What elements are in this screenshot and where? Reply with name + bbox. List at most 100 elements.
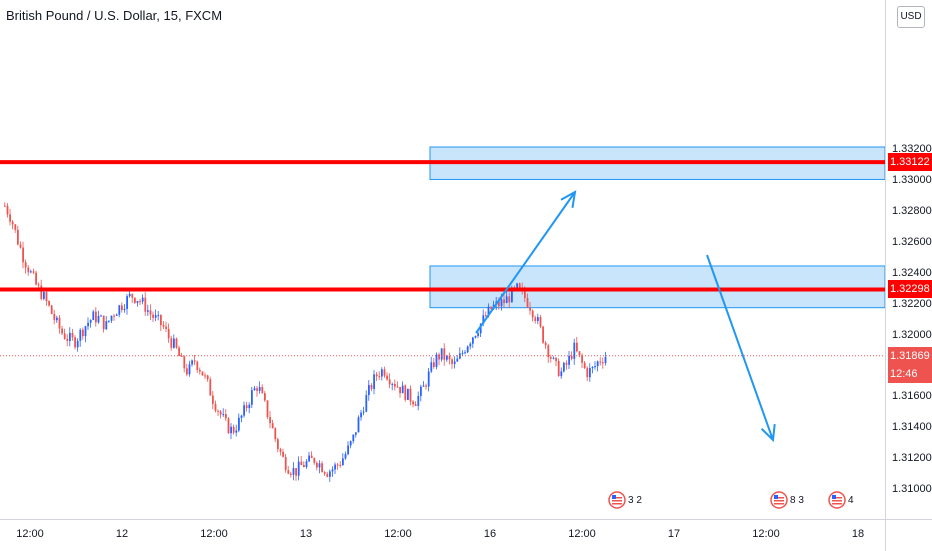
candle-body bbox=[84, 326, 87, 337]
candle-body bbox=[373, 374, 375, 389]
candle-body bbox=[414, 404, 417, 406]
price-tick-label: 1.32000 bbox=[892, 328, 932, 341]
candle-body bbox=[287, 469, 290, 474]
candle-body bbox=[482, 315, 485, 324]
economic-event-icon[interactable]: 8 3 bbox=[770, 491, 804, 509]
candle-body bbox=[448, 356, 451, 360]
arrow-head bbox=[760, 423, 776, 443]
candle-body bbox=[370, 385, 373, 389]
candle-body bbox=[464, 352, 466, 354]
candle-body bbox=[102, 315, 105, 330]
candle-body bbox=[269, 416, 271, 424]
candle-body bbox=[360, 412, 362, 418]
us-flag-icon bbox=[828, 491, 846, 509]
price-tick-label: 1.31600 bbox=[892, 390, 932, 403]
candle-body bbox=[76, 340, 79, 348]
candle-body bbox=[113, 315, 115, 317]
time-tick-label: 12:00 bbox=[384, 528, 412, 540]
candle-body bbox=[9, 214, 11, 222]
candle-body bbox=[35, 272, 37, 285]
candle-body bbox=[126, 296, 128, 309]
price-tick-label: 1.31000 bbox=[892, 483, 932, 495]
candle-body bbox=[217, 410, 219, 412]
candle-body bbox=[469, 343, 472, 347]
candle-body bbox=[152, 314, 154, 318]
candle-body bbox=[82, 329, 84, 337]
candle-body bbox=[430, 362, 433, 372]
candle-body bbox=[178, 347, 180, 357]
candle-body bbox=[108, 320, 110, 322]
candle-body bbox=[209, 379, 212, 396]
candle-body bbox=[435, 354, 438, 367]
candle-body bbox=[274, 428, 277, 440]
time-tick-label: 16 bbox=[483, 528, 497, 540]
candle-body bbox=[438, 354, 440, 360]
candle-body bbox=[63, 333, 66, 339]
price-tick-label: 1.32600 bbox=[892, 235, 932, 248]
candle-body bbox=[50, 305, 53, 314]
candle-body bbox=[196, 361, 199, 371]
candle-body bbox=[144, 297, 147, 312]
price-axis[interactable]: 1.33200 1.33000 1.32800 1.32600 1.32400 1.322… bbox=[885, 0, 932, 519]
candle-body bbox=[219, 411, 222, 415]
candle-body bbox=[141, 297, 144, 302]
event-count: 4 bbox=[848, 494, 854, 506]
candle-body bbox=[589, 368, 591, 378]
candle-body bbox=[6, 205, 9, 215]
event-count: 3 2 bbox=[628, 494, 642, 506]
candle-body bbox=[451, 359, 453, 364]
candle-body bbox=[518, 283, 521, 288]
chart-canvas[interactable]: British Pound / U.S. Dollar, 15, FXCM 3 … bbox=[0, 0, 885, 519]
candle-body bbox=[550, 357, 552, 359]
candle-body bbox=[14, 224, 17, 230]
economic-event-icon[interactable]: 4 bbox=[828, 491, 854, 509]
economic-event-icon[interactable]: 3 2 bbox=[608, 491, 642, 509]
candle-body bbox=[508, 296, 511, 303]
candle-body bbox=[100, 315, 102, 317]
candle-body bbox=[186, 368, 188, 375]
candle-body bbox=[321, 463, 323, 473]
candle-body bbox=[71, 332, 74, 338]
candle-body bbox=[604, 356, 607, 364]
candle-body bbox=[544, 342, 547, 346]
candle-body bbox=[167, 328, 170, 339]
candle-body bbox=[40, 285, 43, 299]
candle-body bbox=[253, 388, 256, 391]
candle-body bbox=[300, 461, 303, 466]
price-tick-label: 1.32200 bbox=[892, 297, 932, 310]
candle-body bbox=[292, 468, 295, 475]
candle-body bbox=[323, 472, 326, 474]
candle-body bbox=[134, 297, 136, 303]
candle-body bbox=[386, 375, 388, 380]
candle-body bbox=[212, 395, 214, 404]
candle-body bbox=[524, 289, 526, 299]
price-tick-label: 1.31200 bbox=[892, 452, 932, 465]
candles bbox=[4, 202, 607, 482]
candle-body bbox=[121, 305, 123, 310]
candle-body bbox=[505, 296, 508, 304]
event-count: 8 3 bbox=[790, 494, 804, 506]
candle-body bbox=[245, 405, 248, 409]
us-flag-icon bbox=[770, 491, 788, 509]
candle-body bbox=[347, 445, 349, 455]
currency-button[interactable]: USD bbox=[897, 6, 925, 28]
candle-body bbox=[136, 301, 139, 303]
candle-body bbox=[154, 315, 157, 318]
price-chart[interactable] bbox=[0, 0, 885, 519]
candle-body bbox=[388, 379, 391, 385]
candle-body bbox=[240, 415, 243, 418]
chart-title: British Pound / U.S. Dollar, 15, FXCM bbox=[6, 8, 223, 23]
candle-body bbox=[206, 375, 209, 380]
countdown-badge: 12:46 bbox=[888, 364, 932, 383]
candle-body bbox=[308, 455, 310, 462]
candle-body bbox=[433, 362, 435, 367]
candle-body bbox=[22, 247, 24, 263]
time-axis[interactable]: 12:00 12 12:00 13 12:00 16 12:00 17 12:00 18 bbox=[0, 519, 885, 551]
time-tick-label: 12:00 bbox=[200, 528, 228, 540]
candle-body bbox=[297, 461, 300, 476]
candle-body bbox=[201, 371, 204, 376]
candle-body bbox=[115, 314, 118, 316]
candle-body bbox=[487, 306, 490, 317]
candle-body bbox=[266, 400, 269, 417]
candle-body bbox=[599, 361, 602, 363]
